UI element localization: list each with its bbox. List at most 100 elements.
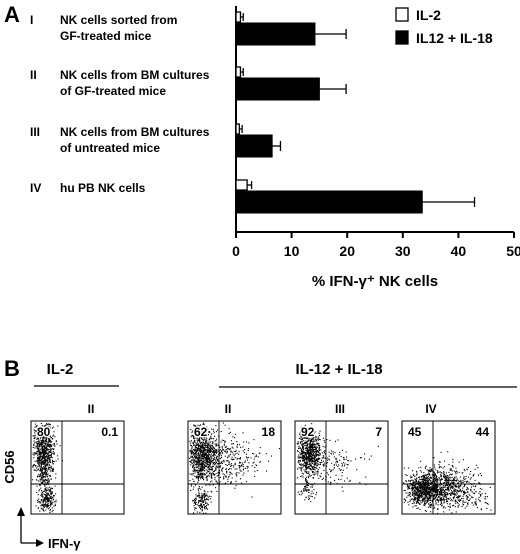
dot: [200, 499, 202, 501]
dot: [265, 453, 267, 455]
dot: [209, 466, 211, 468]
dot: [335, 462, 337, 464]
dot: [193, 437, 195, 439]
dot: [485, 502, 487, 504]
dot: [427, 490, 429, 492]
dot: [49, 459, 51, 461]
dot: [468, 493, 470, 495]
dot: [434, 485, 436, 487]
dot: [426, 476, 428, 478]
dot: [44, 481, 46, 483]
dot: [305, 458, 307, 460]
dot: [205, 464, 207, 466]
dot: [215, 467, 217, 469]
dot: [207, 461, 209, 463]
dot: [44, 453, 46, 455]
dot: [198, 485, 200, 487]
dot: [423, 486, 425, 488]
dot: [46, 507, 48, 509]
dot: [423, 490, 425, 492]
dot: [34, 432, 36, 434]
dot: [42, 430, 44, 432]
dot: [313, 444, 315, 446]
dot: [195, 477, 197, 479]
dot: [228, 475, 230, 477]
dot: [301, 449, 303, 451]
dot: [300, 468, 302, 470]
dot: [313, 477, 315, 479]
dot: [425, 502, 427, 504]
dot: [220, 461, 222, 463]
dot: [452, 493, 454, 495]
dot: [43, 425, 45, 427]
dot: [205, 460, 207, 462]
dot: [39, 475, 41, 477]
dot: [334, 440, 336, 442]
dot: [208, 442, 210, 444]
dot: [201, 456, 203, 458]
dot: [202, 469, 204, 471]
dot: [317, 472, 319, 474]
dot: [406, 484, 408, 486]
dot: [306, 470, 308, 472]
dot: [317, 451, 319, 453]
dot: [310, 486, 312, 488]
dot: [334, 479, 336, 481]
dot: [216, 445, 218, 447]
dot: [454, 485, 456, 487]
dot: [55, 460, 57, 462]
dot: [310, 451, 312, 453]
dot: [443, 474, 445, 476]
dot: [443, 494, 445, 496]
plot-frame: [187, 420, 282, 515]
dot: [314, 463, 316, 465]
dot: [320, 462, 322, 464]
dot: [429, 483, 431, 485]
dot: [429, 473, 431, 475]
dot: [412, 506, 414, 508]
dot: [47, 451, 49, 453]
dot: [190, 460, 192, 462]
dot: [216, 455, 218, 457]
dot: [317, 470, 319, 472]
dot: [206, 426, 208, 428]
dot: [424, 485, 426, 487]
dot: [317, 469, 319, 471]
dot: [53, 453, 55, 455]
dot: [53, 496, 55, 498]
dot: [213, 453, 215, 455]
dot: [313, 472, 315, 474]
dot: [203, 460, 205, 462]
y-axis-label-cd56: CD56: [2, 450, 17, 483]
dot: [228, 432, 230, 434]
dot: [431, 481, 433, 483]
dot: [414, 481, 416, 483]
dot: [47, 465, 49, 467]
dot: [310, 465, 312, 467]
dot: [443, 486, 445, 488]
dot: [51, 438, 53, 440]
dot: [317, 442, 319, 444]
dot: [303, 454, 305, 456]
dot: [446, 493, 448, 495]
dot: [299, 441, 301, 443]
dot: [433, 507, 435, 509]
dot: [302, 456, 304, 458]
dot: [198, 463, 200, 465]
dot: [51, 504, 53, 506]
dot: [313, 489, 315, 491]
dot: [220, 462, 222, 464]
dot: [425, 489, 427, 491]
dot: [41, 446, 43, 448]
dot: [333, 456, 335, 458]
dot: [458, 495, 460, 497]
dot: [195, 452, 197, 454]
dot: [254, 467, 256, 469]
dot: [46, 460, 48, 462]
dot: [44, 450, 46, 452]
dot: [51, 462, 53, 464]
dot: [193, 480, 195, 482]
dot: [203, 451, 205, 453]
dot: [217, 450, 219, 452]
dot: [461, 472, 463, 474]
